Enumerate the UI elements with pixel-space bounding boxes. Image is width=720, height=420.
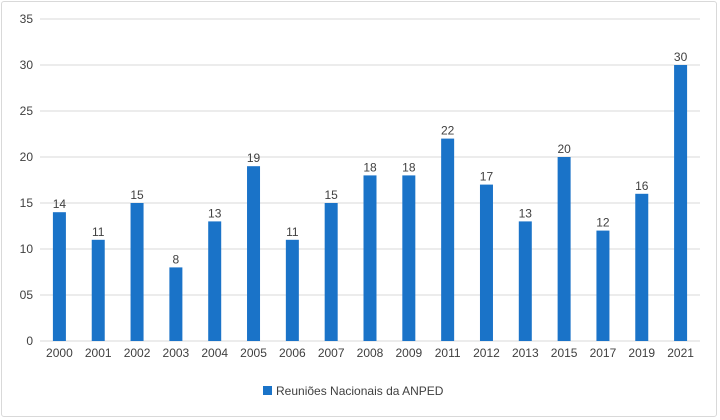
data-label-2006: 11: [286, 225, 299, 239]
bar-2009: [402, 175, 416, 341]
bar-2007: [324, 203, 338, 341]
bar-2013: [518, 221, 532, 341]
bar-2000: [52, 212, 66, 341]
data-label-2003: 8: [173, 252, 180, 266]
data-label-2009: 18: [402, 160, 416, 174]
bar-2008: [363, 175, 377, 341]
data-label-2005: 19: [247, 151, 261, 165]
data-label-2015: 20: [557, 142, 571, 156]
gridlines: [40, 18, 700, 342]
data-label-2021: 30: [674, 50, 688, 64]
x-tick-label: 2019: [628, 346, 655, 360]
bar-2017: [596, 230, 610, 341]
data-label-2001: 11: [92, 225, 105, 239]
bar-2004: [208, 221, 222, 341]
bar-2001: [91, 239, 105, 341]
data-label-2013: 13: [519, 206, 533, 220]
x-tick-label: 2001: [85, 346, 112, 360]
data-label-2008: 18: [363, 160, 377, 174]
y-tick-label: 20: [20, 150, 34, 164]
bar-2005: [247, 166, 261, 341]
x-tick-label: 2002: [124, 346, 151, 360]
y-tick-label: 10: [20, 242, 34, 256]
data-label-2004: 13: [208, 206, 222, 220]
x-axis-ticks: 2000 2001 2002 2003 2004 2005 2006 2007 2008 2009…: [46, 346, 694, 360]
legend: Reuniões Nacionais da ANPED: [263, 384, 444, 398]
bar-2015: [557, 157, 571, 341]
data-label-2007: 15: [324, 188, 338, 202]
legend-swatch: [263, 386, 272, 395]
bar-2002: [130, 203, 144, 341]
y-tick-label: 0: [26, 334, 33, 348]
y-tick-label: 35: [20, 12, 34, 26]
x-tick-label: 2000: [46, 346, 73, 360]
legend-label: Reuniões Nacionais da ANPED: [276, 384, 444, 398]
x-tick-label: 2013: [512, 346, 539, 360]
bars: [52, 65, 688, 341]
x-tick-label: 2008: [357, 346, 384, 360]
data-label-2012: 17: [480, 170, 494, 184]
bar-2006: [285, 239, 299, 341]
bar-2011: [441, 138, 455, 341]
data-labels: 14 11 15 8 13 19 11 15 18 18 22 17 13 20 12 16 30: [53, 50, 688, 266]
x-tick-label: 2011: [435, 346, 461, 360]
x-tick-label: 2004: [201, 346, 228, 360]
bar-2021: [674, 65, 688, 341]
x-tick-label: 2015: [551, 346, 578, 360]
x-tick-label: 2017: [590, 346, 617, 360]
x-tick-label: 2012: [473, 346, 500, 360]
data-label-2017: 12: [596, 216, 610, 230]
data-label-2011: 22: [441, 124, 455, 138]
x-tick-label: 2021: [667, 346, 694, 360]
x-tick-label: 2005: [240, 346, 267, 360]
x-tick-label: 2007: [318, 346, 345, 360]
bar-2012: [479, 184, 493, 341]
y-tick-label: 15: [20, 196, 34, 210]
data-label-2002: 15: [130, 188, 144, 202]
y-tick-label: 05: [20, 288, 34, 302]
x-tick-label: 2006: [279, 346, 306, 360]
y-axis-ticks: 0 05 10 15 20 25 30 35: [20, 12, 34, 348]
bar-2003: [169, 267, 183, 341]
data-label-2019: 16: [635, 179, 649, 193]
x-tick-label: 2003: [163, 346, 190, 360]
data-label-2000: 14: [53, 197, 67, 211]
y-tick-label: 30: [20, 58, 34, 72]
y-tick-label: 25: [20, 104, 34, 118]
bar-2019: [635, 193, 649, 341]
x-tick-label: 2009: [395, 346, 422, 360]
